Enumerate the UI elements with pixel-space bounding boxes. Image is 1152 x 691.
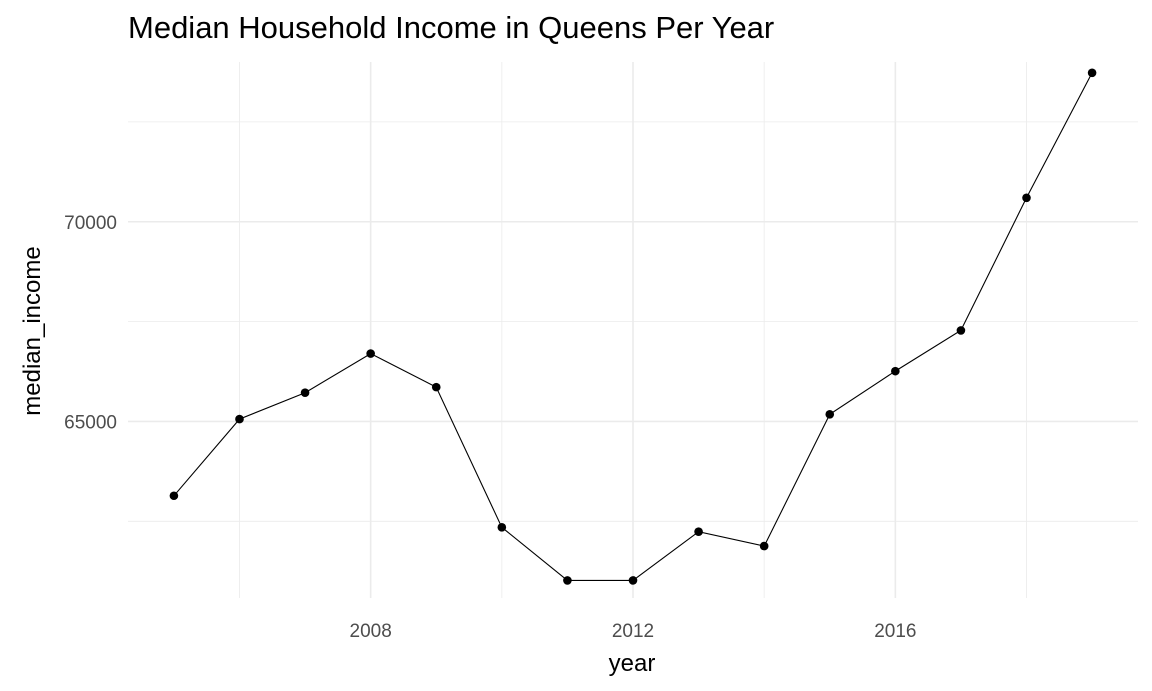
x-tick-label: 2012 — [612, 621, 654, 642]
series-layer — [169, 68, 1097, 585]
chart-title: Median Household Income in Queens Per Ye… — [128, 10, 775, 45]
data-point — [825, 409, 835, 419]
data-point — [300, 388, 310, 398]
data-point — [694, 527, 703, 536]
y-tick-label: 70000 — [64, 213, 117, 234]
y-axis-title: median_income — [19, 246, 46, 415]
data-point — [891, 366, 900, 376]
data-point — [1022, 193, 1031, 203]
x-tick-label: 2008 — [350, 621, 392, 642]
y-tick-label: 65000 — [64, 412, 117, 433]
data-point — [759, 541, 769, 551]
y-axis-tick-labels: 65000 70000 — [64, 213, 117, 434]
data-point — [366, 349, 375, 358]
major-gridlines — [128, 62, 1138, 598]
data-point — [235, 414, 244, 424]
data-point — [431, 382, 441, 392]
data-point — [563, 576, 572, 585]
data-point — [169, 491, 179, 501]
x-axis-title: year — [609, 650, 656, 677]
data-point — [628, 576, 638, 585]
data-point — [497, 523, 507, 532]
x-tick-label: 2016 — [874, 621, 916, 642]
x-axis-tick-labels: 2008 2012 2016 — [350, 621, 917, 642]
data-point — [956, 326, 966, 335]
data-point — [1087, 68, 1097, 78]
